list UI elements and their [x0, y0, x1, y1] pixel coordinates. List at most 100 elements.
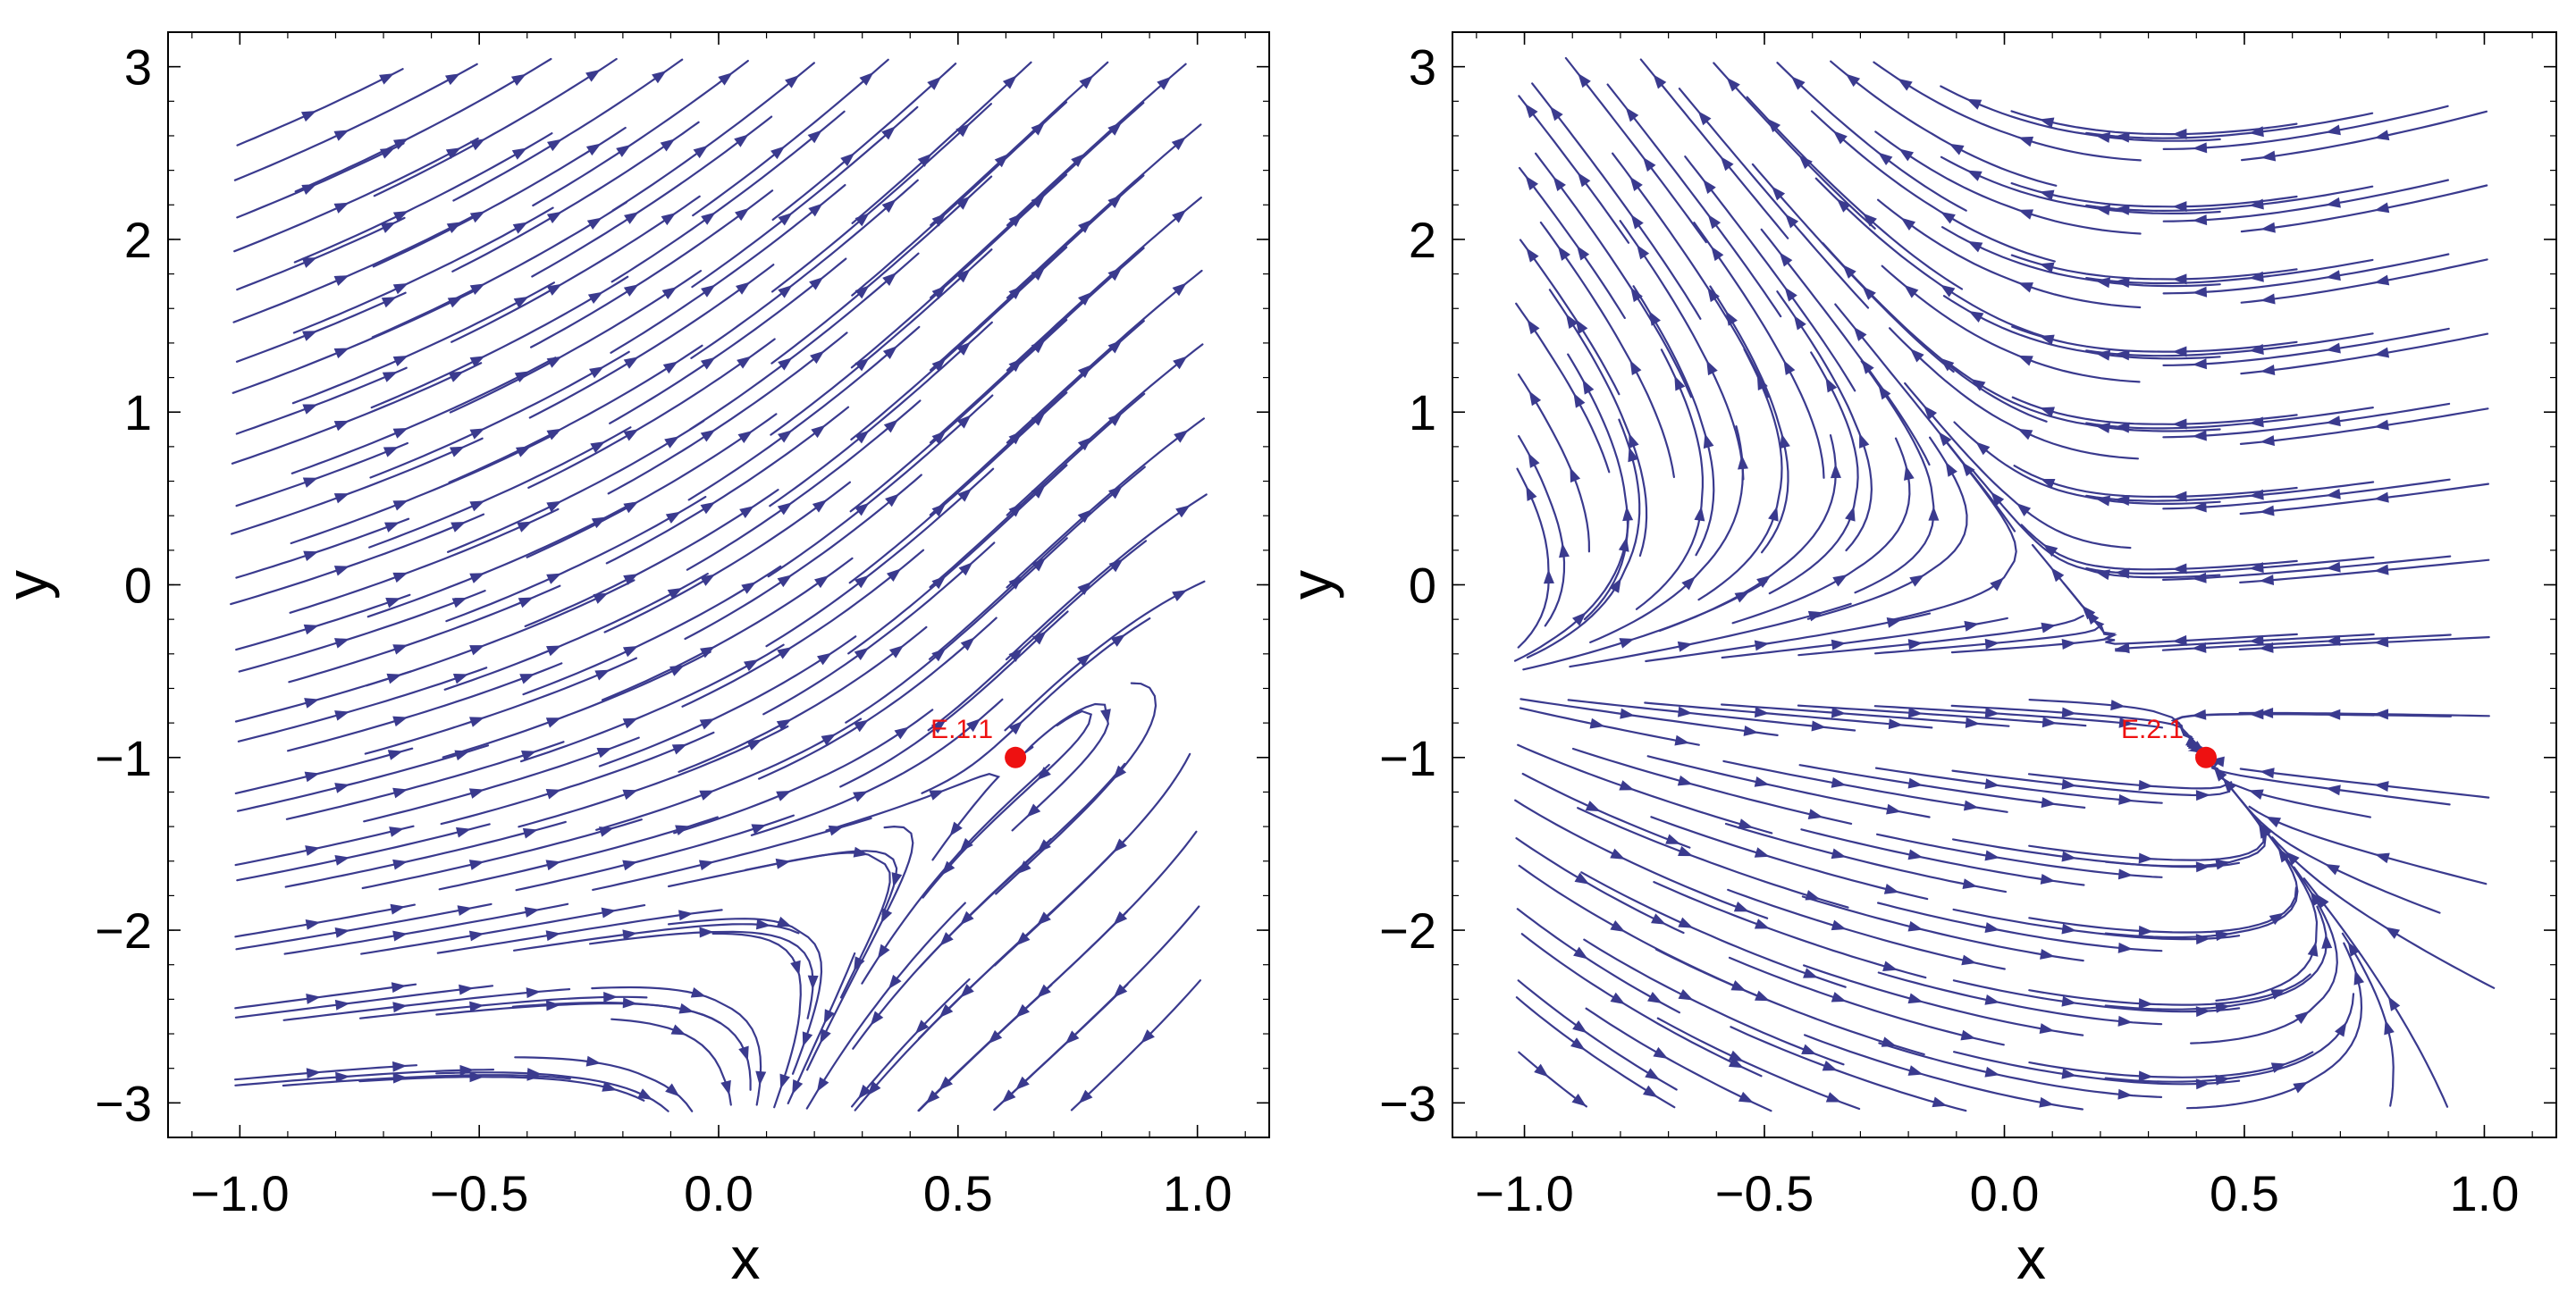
streamline — [237, 667, 488, 742]
arrowhead — [623, 284, 639, 297]
streamline — [2085, 556, 2375, 575]
streamline — [2302, 877, 2449, 1108]
streamline — [610, 184, 846, 354]
streamline — [1006, 343, 1204, 516]
arrowhead — [2325, 863, 2341, 876]
arrowhead — [1779, 252, 1793, 267]
arrowhead — [546, 428, 562, 440]
arrowhead — [959, 837, 973, 852]
arrowhead — [2374, 130, 2390, 141]
streamline — [1953, 1051, 2241, 1086]
arrowhead — [735, 207, 750, 222]
streamline — [1571, 747, 1853, 825]
arrowhead — [700, 574, 716, 586]
arrowhead — [930, 720, 947, 734]
streamline — [2010, 254, 2298, 281]
arrowhead — [785, 75, 800, 88]
streamline — [1520, 933, 1763, 1078]
streamline — [995, 682, 1158, 895]
arrowhead — [931, 430, 947, 445]
arrowhead — [305, 845, 321, 856]
arrowhead — [1904, 284, 1919, 298]
arrowhead — [2192, 214, 2208, 226]
arrowhead — [1703, 179, 1716, 195]
arrowhead — [1031, 122, 1046, 136]
streamline — [770, 248, 993, 436]
arrowhead — [392, 356, 408, 367]
arrowhead — [2040, 873, 2056, 885]
arrowhead — [779, 1073, 790, 1089]
x-tick-label: 0.0 — [684, 1165, 753, 1221]
arrowhead — [602, 1081, 618, 1092]
y-tick-label: −1 — [95, 730, 152, 786]
arrowhead — [2321, 934, 2333, 949]
arrowhead — [1113, 910, 1128, 926]
arrowhead — [545, 789, 561, 800]
y-tick-label: 3 — [1409, 39, 1436, 96]
arrowhead — [622, 645, 638, 658]
arrowhead — [1831, 707, 1847, 718]
arrowhead — [1801, 1044, 1817, 1055]
arrowhead — [1630, 214, 1644, 230]
arrowhead — [392, 427, 408, 439]
arrowhead — [2215, 930, 2231, 942]
streamline — [993, 905, 1200, 1112]
streamline — [1728, 956, 2005, 1046]
arrowhead — [1754, 776, 1770, 787]
arrowhead — [2115, 204, 2130, 215]
arrowhead — [1077, 582, 1092, 596]
arrowhead — [2117, 942, 2134, 953]
arrowhead — [1966, 170, 1983, 181]
streamline — [292, 206, 554, 334]
arrowhead — [2039, 334, 2055, 346]
streamline — [1721, 703, 2010, 727]
arrowhead — [2115, 495, 2130, 506]
streamline — [1639, 58, 1789, 239]
arrowhead — [1172, 590, 1188, 601]
arrowhead — [469, 1001, 484, 1012]
streamline — [294, 57, 552, 193]
arrowhead — [381, 297, 397, 308]
arrowhead — [335, 1071, 350, 1083]
streamline — [1567, 353, 1629, 621]
arrowhead — [854, 575, 870, 589]
x-tick-label: 1.0 — [2450, 1165, 2520, 1221]
arrowhead — [1754, 707, 1770, 718]
arrowhead — [939, 1076, 954, 1091]
streamline — [930, 174, 1145, 372]
streamline — [369, 350, 630, 479]
arrowhead — [2115, 642, 2130, 654]
arrowhead — [881, 199, 897, 214]
arrowhead — [739, 506, 754, 518]
arrowhead — [1784, 287, 1797, 302]
arrowhead — [792, 1078, 804, 1095]
arrowhead — [2017, 282, 2033, 293]
arrowhead — [1707, 287, 1720, 303]
streamline — [1854, 360, 1935, 594]
arrowhead — [1681, 576, 1696, 591]
streamline — [1513, 516, 1629, 662]
streamline — [1822, 242, 2048, 423]
arrowhead — [1648, 310, 1662, 326]
arrowhead — [882, 346, 897, 360]
streamline — [1006, 417, 1205, 589]
arrowhead — [515, 446, 531, 457]
streamline — [1874, 130, 2142, 235]
arrowhead — [522, 827, 538, 839]
arrowhead — [2039, 407, 2055, 417]
arrowhead — [451, 597, 467, 608]
arrowhead — [518, 597, 534, 608]
arrowhead — [587, 291, 603, 304]
arrowhead — [302, 477, 318, 488]
arrowhead — [1077, 437, 1092, 451]
streamline — [1709, 285, 1789, 554]
arrowhead — [2192, 286, 2208, 298]
arrowhead — [623, 501, 639, 514]
arrowhead — [468, 788, 484, 799]
equilibrium-point — [1005, 746, 1027, 768]
arrowhead — [1141, 1029, 1155, 1044]
arrowhead — [2248, 789, 2264, 801]
arrowhead — [383, 447, 399, 457]
arrowhead — [777, 575, 793, 588]
